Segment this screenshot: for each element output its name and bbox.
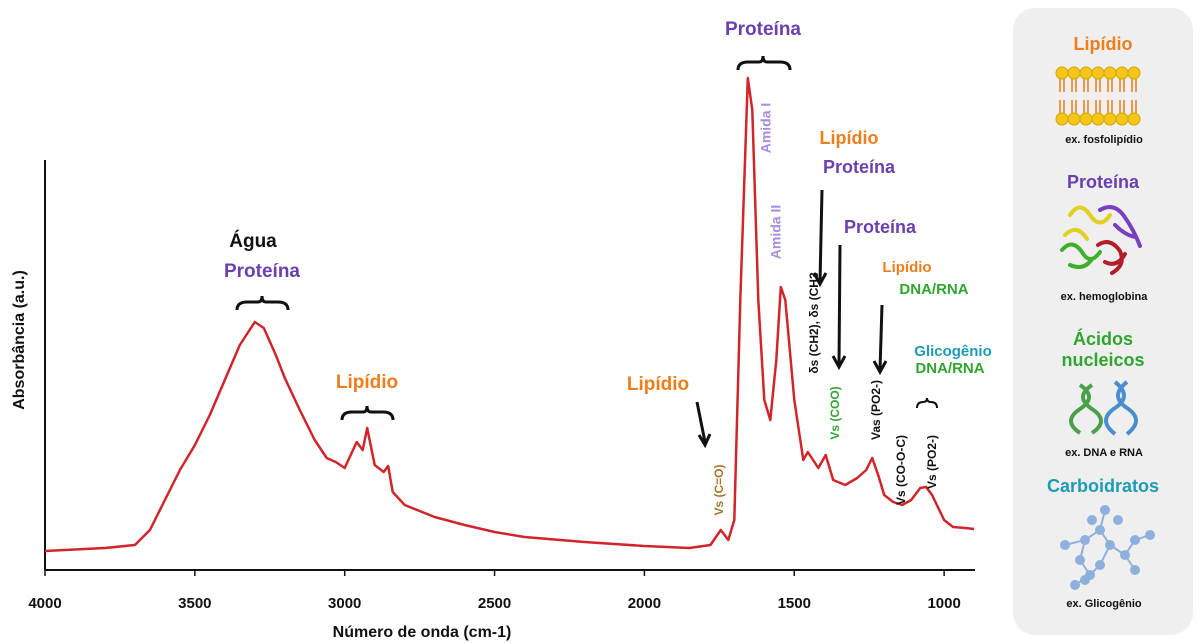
- annotation: Amida II: [768, 205, 784, 259]
- x-tick-label: 3500: [178, 595, 211, 612]
- annotation: Lipídio: [882, 259, 931, 276]
- annotation: Lipídio: [820, 128, 879, 148]
- annotation: Proteína: [823, 157, 896, 177]
- y-axis-title: Absorbância (a.u.): [11, 270, 28, 410]
- annotation: Proteína: [844, 217, 917, 237]
- annotation: Lipídio: [627, 374, 689, 395]
- legend-title: Proteína: [1067, 172, 1140, 192]
- annotation: Água: [229, 230, 277, 252]
- x-tick-label: 2000: [628, 595, 661, 612]
- legend-title: nucleicos: [1061, 350, 1144, 370]
- legend-panel: [1013, 8, 1193, 635]
- x-tick-label: 1000: [927, 595, 960, 612]
- annotation: DNA/RNA: [915, 360, 984, 377]
- annotation: DNA/RNA: [899, 281, 968, 298]
- annotation: Vs (COO): [828, 386, 842, 439]
- legend-example: ex. hemoglobina: [1061, 291, 1149, 303]
- annotation: Vs (CO-O-C): [894, 435, 908, 505]
- x-tick-label: 4000: [28, 595, 61, 612]
- x-axis-title: Número de onda (cm-1): [333, 624, 512, 641]
- annotation: Proteína: [725, 19, 801, 40]
- annotation: Vs (C=O): [712, 464, 726, 515]
- annotation: Vas (PO2-): [869, 380, 883, 440]
- legend-example: ex. DNA e RNA: [1065, 447, 1143, 459]
- x-tick-label: 2500: [478, 595, 511, 612]
- x-tick-label: 3000: [328, 595, 361, 612]
- annotation: Proteína: [224, 261, 300, 282]
- legend-title: Ácidos: [1073, 328, 1133, 349]
- page: Número de onda (cm-1) Absorbância (a.u.)…: [0, 0, 1198, 643]
- legend-title: Lipídio: [1074, 34, 1133, 54]
- spectrum-line: [45, 78, 974, 551]
- legend-example: ex. Glicogênio: [1066, 598, 1141, 610]
- legend-title: Carboidratos: [1047, 476, 1159, 496]
- chart: Número de onda (cm-1) Absorbância (a.u.)…: [0, 0, 1198, 643]
- x-tick-label: 1500: [778, 595, 811, 612]
- annotation: Vs (PO2-): [925, 435, 939, 489]
- annotation: Lipídio: [336, 372, 398, 393]
- annotation: Amida I: [758, 103, 774, 154]
- annotation: δs (CH2), δs (CH3: [807, 272, 821, 374]
- legend-example: ex. fosfolipídio: [1065, 134, 1143, 146]
- annotation: Glicogênio: [914, 343, 992, 360]
